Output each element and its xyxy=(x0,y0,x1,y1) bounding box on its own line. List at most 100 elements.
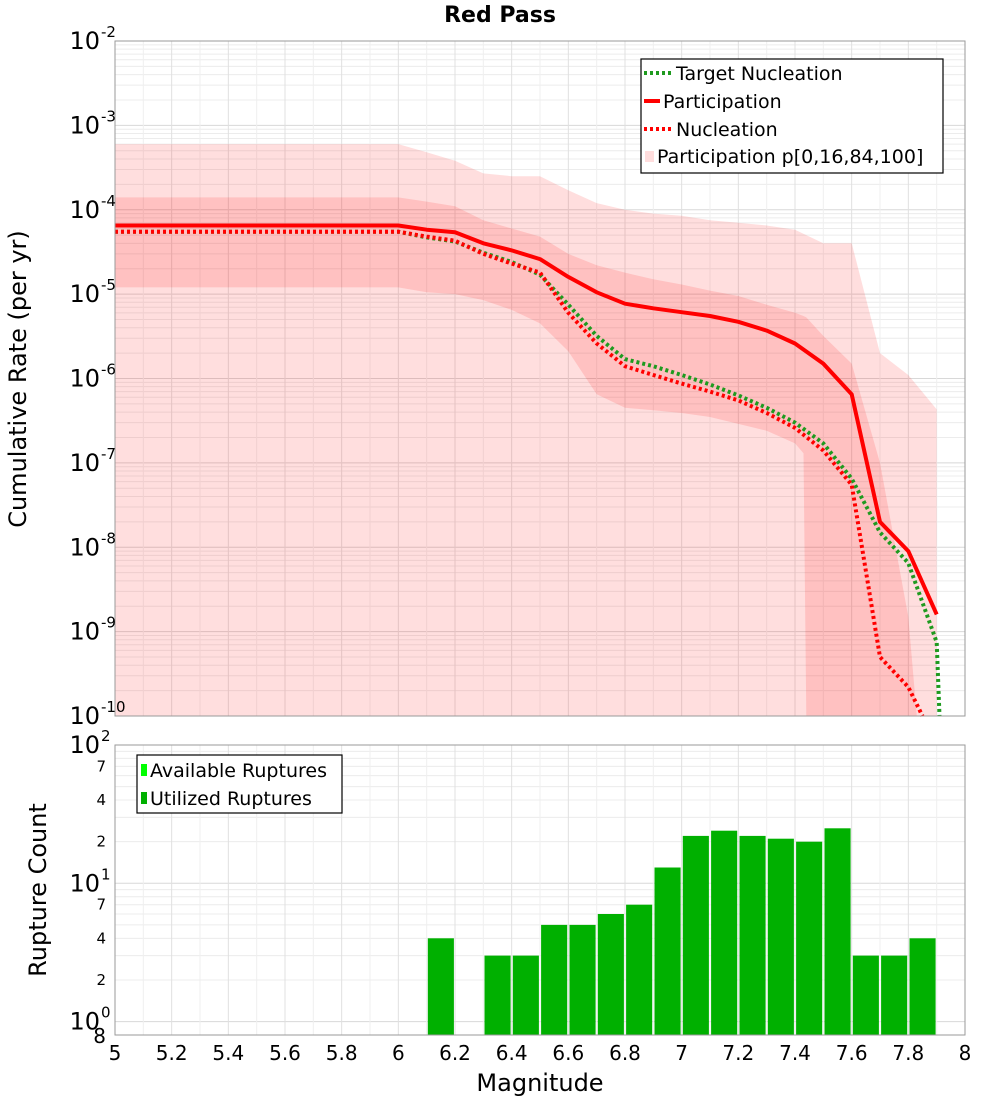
chart-title: Red Pass xyxy=(444,3,556,28)
rate-y-tick-exponent: -7 xyxy=(101,445,116,463)
x-tick-label: 6.6 xyxy=(552,1041,584,1065)
rate-plot-frame xyxy=(114,40,966,717)
count-y-tick-base: 10 xyxy=(69,1008,100,1036)
x-tick-label: 5.4 xyxy=(212,1041,244,1065)
bar-utilized-ruptures xyxy=(824,828,851,1035)
rate-y-axis-label: Cumulative Rate (per yr) xyxy=(4,230,32,528)
legend-swatch-participation-bands xyxy=(645,151,654,162)
rate-y-tick-base: 10 xyxy=(69,449,100,477)
bar-utilized-ruptures xyxy=(569,924,596,1035)
rate-y-tick: 10 -8 xyxy=(69,529,116,561)
rate-y-tick: 10 -6 xyxy=(69,361,116,393)
x-tick-label: 5.2 xyxy=(156,1041,188,1065)
count-legend: Available Ruptures Utilized Ruptures xyxy=(136,754,343,814)
participation-bands xyxy=(115,144,937,717)
rate-legend-box xyxy=(640,58,944,174)
x-tick-label: 5 xyxy=(109,1041,122,1065)
x-tick-label: 5.6 xyxy=(269,1041,301,1065)
x-tick-label: 8 xyxy=(959,1041,972,1065)
bar-utilized-ruptures xyxy=(484,955,511,1035)
bar-utilized-ruptures xyxy=(852,955,879,1035)
x-tick-label: 6.2 xyxy=(439,1041,471,1065)
rate-y-tick-exponent: -8 xyxy=(101,529,116,547)
rate-y-tick-base: 10 xyxy=(69,280,100,308)
x-tick-label: 7.6 xyxy=(836,1041,868,1065)
rate-y-tick: 10 -4 xyxy=(69,192,116,224)
count-y-tick-exponent: 1 xyxy=(101,865,111,883)
series-participation xyxy=(115,223,939,616)
rate-y-tick: 10 -2 xyxy=(69,23,116,55)
rate-y-tick-base: 10 xyxy=(69,533,100,561)
series-nucleation xyxy=(115,229,925,717)
legend-label-utilized-ruptures: Utilized Ruptures xyxy=(150,788,312,810)
rate-y-tick: 10 -10 xyxy=(69,698,125,730)
x-tick-label: 6.8 xyxy=(609,1041,641,1065)
bar-utilized-ruptures xyxy=(427,938,454,1035)
count-y-tick: 10 2 xyxy=(69,727,110,759)
count-y-axis-label: Rupture Count xyxy=(24,803,52,977)
count-y-tick: 10 0 xyxy=(69,1004,110,1036)
bar-utilized-ruptures xyxy=(654,867,681,1035)
rate-y-tick-base: 10 xyxy=(69,27,100,55)
count-y-tick: 10 1 xyxy=(69,865,110,897)
x-axis-label: Magnitude xyxy=(476,1069,603,1097)
rate-y-tick: 10 -3 xyxy=(69,107,116,139)
rate-y-tick-exponent: -6 xyxy=(101,361,116,379)
count-y-tick-exponent: 2 xyxy=(101,727,111,745)
rate-y-tick-base: 10 xyxy=(69,618,100,646)
x-tick-label: 7.2 xyxy=(722,1041,754,1065)
rate-y-tick: 10 -5 xyxy=(69,276,116,308)
count-legend-box xyxy=(136,754,343,814)
rate-y-tick-base: 10 xyxy=(69,365,100,393)
rate-y-tick-exponent: -10 xyxy=(101,698,126,716)
x-tick-label: 7.8 xyxy=(892,1041,924,1065)
rate-y-tick-exponent: -4 xyxy=(101,192,116,210)
bar-utilized-ruptures xyxy=(626,904,653,1035)
bar-utilized-ruptures xyxy=(739,835,766,1035)
rate-y-tick-base: 10 xyxy=(69,196,100,224)
legend-label-available-ruptures: Available Ruptures xyxy=(150,760,327,782)
count-y-minor-tick: 4 xyxy=(96,791,106,809)
count-y-minor-tick: 7 xyxy=(96,896,106,914)
rate-legend: Target Nucleation Participation Nucleati… xyxy=(640,58,944,174)
count-y-minor-tick: 2 xyxy=(96,833,106,851)
count-bars xyxy=(427,828,936,1035)
bar-utilized-ruptures xyxy=(512,955,539,1035)
count-y-tick-base: 10 xyxy=(69,731,100,759)
legend-label-target-nucleation: Target Nucleation xyxy=(675,63,843,85)
count-plot-frame xyxy=(114,744,966,1036)
rate-y-tick: 10 -9 xyxy=(69,614,116,646)
rate-y-tick-base: 10 xyxy=(69,702,100,730)
bar-utilized-ruptures xyxy=(682,835,709,1035)
bar-utilized-ruptures xyxy=(909,938,936,1035)
count-y-tick-base: 10 xyxy=(69,869,100,897)
x-tick-labels: 5 5.2 5.4 5.6 5.8 6 6.2 6.4 6.6 6.8 7 7.2 7.4 7.6 7.8 8 xyxy=(109,1041,972,1065)
count-y-minor-tick: 8 xyxy=(93,1024,106,1048)
legend-label-nucleation: Nucleation xyxy=(676,119,778,141)
x-tick-label: 6.4 xyxy=(496,1041,528,1065)
count-y-minor-tick: 2 xyxy=(96,971,106,989)
x-tick-label: 7 xyxy=(675,1041,688,1065)
band-outer-p0-p100 xyxy=(115,144,937,717)
legend-label-participation-bands: Participation p[0,16,84,100] xyxy=(657,146,923,168)
bar-utilized-ruptures xyxy=(597,914,624,1035)
bar-utilized-ruptures xyxy=(541,924,568,1035)
rate-y-tick-exponent: -2 xyxy=(101,23,116,41)
legend-swatch-utilized-ruptures xyxy=(141,792,147,804)
bar-utilized-ruptures xyxy=(711,830,738,1035)
rate-y-tick-base: 10 xyxy=(69,111,100,139)
rate-y-tick-exponent: -3 xyxy=(101,107,116,125)
count-y-tick-exponent: 0 xyxy=(101,1004,111,1022)
rate-y-tick: 10 -7 xyxy=(69,445,116,477)
bar-utilized-ruptures xyxy=(767,838,794,1035)
bar-utilized-ruptures xyxy=(796,841,823,1035)
legend-label-participation: Participation xyxy=(663,91,782,113)
x-tick-label: 6 xyxy=(392,1041,405,1065)
rate-y-tick-exponent: -9 xyxy=(101,614,116,632)
legend-swatch-available-ruptures xyxy=(141,764,147,776)
count-y-minor-tick: 4 xyxy=(96,929,106,947)
